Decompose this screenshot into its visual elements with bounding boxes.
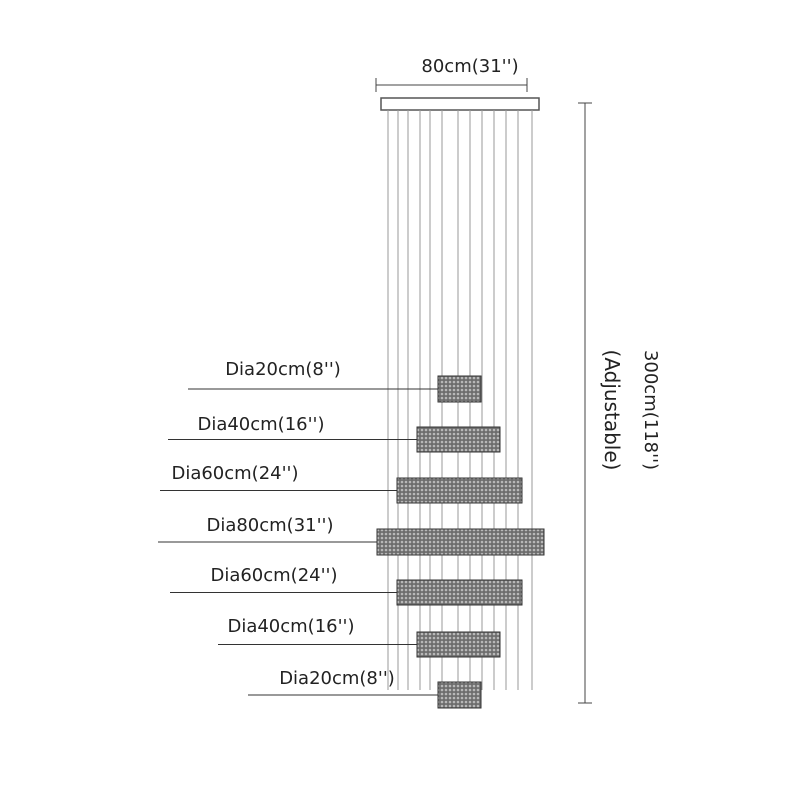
ring-label: Dia20cm(8'') <box>225 359 341 380</box>
ring-label: Dia60cm(24'') <box>171 463 298 484</box>
ring-label: Dia20cm(8'') <box>279 668 395 689</box>
height-label: 300cm(118'') <box>640 350 661 470</box>
height-dimension: 300cm(118'') (Adjustable) <box>578 102 661 704</box>
crystal-ring <box>396 477 523 504</box>
crystal-ring <box>376 528 545 556</box>
ring-label: Dia40cm(16'') <box>197 414 324 435</box>
rings: Dia20cm(8'') Dia40cm(16'') Dia60cm(24'') Di… <box>158 359 545 709</box>
crystal-ring <box>416 426 501 453</box>
width-label: 80cm(31'') <box>421 56 518 77</box>
crystal-ring <box>437 375 482 403</box>
ring-label: Dia60cm(24'') <box>210 565 337 586</box>
ring-label: Dia40cm(16'') <box>227 616 354 637</box>
width-dimension: 80cm(31'') <box>375 56 528 92</box>
height-note: (Adjustable) <box>600 350 624 471</box>
crystal-ring <box>437 681 482 709</box>
crystal-ring <box>396 579 523 606</box>
crystal-ring <box>416 631 501 658</box>
canopy <box>380 97 540 111</box>
ring-label: Dia80cm(31'') <box>206 515 333 536</box>
